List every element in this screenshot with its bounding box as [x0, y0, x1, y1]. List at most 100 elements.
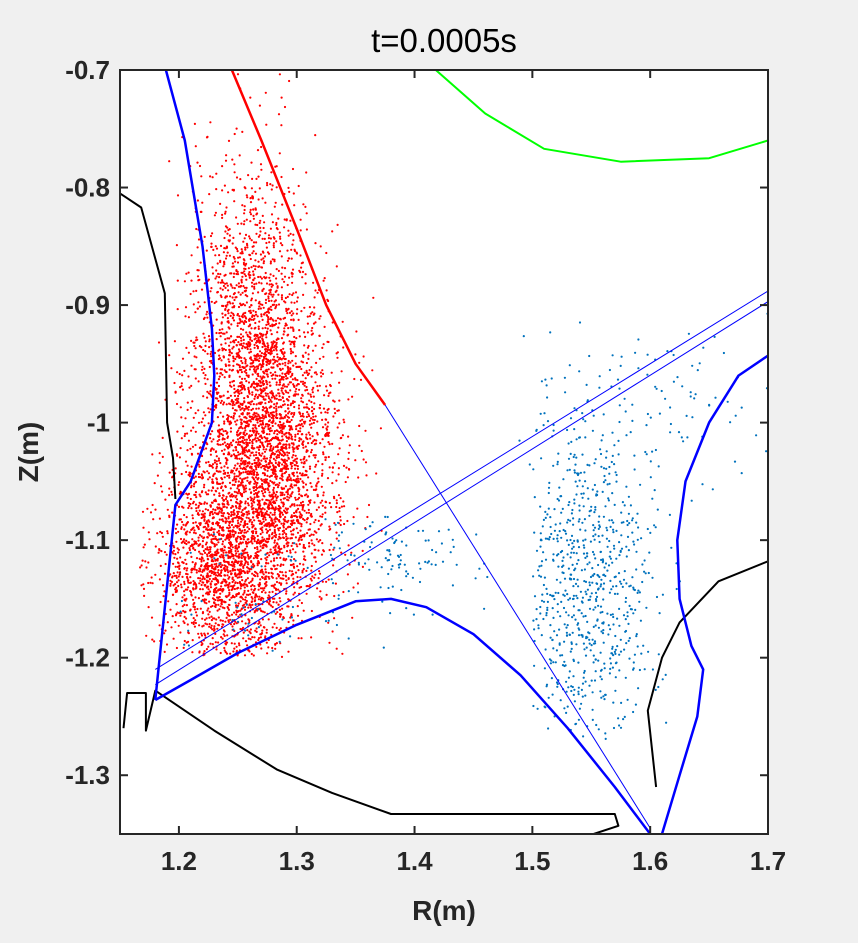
red-particles-point: [253, 496, 256, 499]
red-particles-point: [252, 486, 255, 489]
red-particles-point: [245, 194, 248, 197]
red-particles-point: [294, 362, 297, 365]
red-particles-point: [190, 429, 193, 432]
red-particles-point: [225, 495, 228, 498]
red-particles-point: [241, 509, 244, 512]
red-particles-point: [205, 249, 208, 252]
red-particles-point: [295, 478, 298, 481]
red-particles-point: [305, 171, 308, 174]
red-particles-point: [288, 420, 291, 424]
red-particles-point: [307, 503, 310, 506]
red-particles-point: [226, 232, 229, 235]
red-particles-point: [269, 439, 273, 442]
red-particles-point: [203, 483, 206, 486]
red-particles-point: [278, 464, 281, 468]
red-particles-point: [224, 521, 227, 524]
red-particles-point: [237, 542, 241, 546]
red-particles-point: [282, 342, 285, 345]
red-particles-point: [241, 412, 244, 415]
red-particles-point: [215, 463, 218, 466]
red-particles-point: [300, 461, 303, 464]
red-particles-point: [253, 283, 256, 286]
red-particles-point: [228, 598, 231, 602]
red-particles-point: [251, 572, 254, 575]
red-particles-point: [258, 379, 261, 382]
red-particles-point: [228, 526, 232, 529]
red-particles-point: [215, 247, 219, 250]
red-particles-point: [210, 300, 213, 303]
red-particles-point: [244, 468, 247, 471]
red-particles-point: [262, 313, 265, 316]
red-particles-point: [262, 380, 265, 383]
red-particles-point: [308, 306, 311, 309]
red-particles-point: [331, 442, 334, 445]
red-particles-point: [194, 377, 197, 380]
red-particles-point: [335, 537, 338, 540]
red-particles-point: [204, 548, 207, 551]
red-particles-point: [209, 453, 212, 456]
red-particles-point: [151, 503, 154, 507]
red-particles-point: [262, 262, 265, 265]
red-particles-point: [270, 575, 273, 578]
red-particles-point: [321, 346, 324, 349]
red-particles-point: [230, 596, 233, 599]
red-particles-point: [145, 566, 148, 569]
red-particles-point: [254, 357, 257, 361]
red-particles-point: [254, 190, 257, 193]
red-particles-point: [235, 423, 238, 426]
red-particles-point: [248, 619, 251, 622]
red-particles-point: [242, 626, 245, 629]
red-particles-point: [241, 377, 244, 380]
red-particles-point: [319, 315, 322, 318]
red-particles-point: [298, 488, 301, 491]
red-particles-point: [261, 546, 264, 550]
red-particles-point: [204, 508, 207, 511]
red-particles-point: [161, 535, 164, 538]
red-particles-point: [248, 462, 251, 465]
red-particles-point: [239, 542, 242, 545]
red-particles-point: [224, 485, 227, 488]
red-particles-point: [286, 507, 290, 510]
red-particles-point: [228, 446, 231, 449]
red-particles-point: [252, 563, 255, 566]
red-particles-point: [280, 511, 284, 514]
red-particles-point: [222, 498, 225, 502]
red-particles-point: [193, 529, 196, 532]
red-particles-point: [271, 184, 274, 187]
red-particles-point: [240, 339, 243, 342]
red-particles-point: [217, 581, 220, 584]
red-particles-point: [249, 213, 253, 216]
red-particles-point: [274, 201, 277, 204]
red-particles-point: [251, 537, 254, 540]
red-particles-point: [294, 458, 297, 461]
red-particles-point: [277, 406, 280, 409]
red-particles-point: [244, 233, 248, 236]
red-particles-point: [194, 311, 197, 314]
red-particles-point: [172, 637, 175, 640]
red-particles-point: [267, 503, 270, 506]
red-particles-point: [250, 239, 253, 242]
red-particles-point: [241, 250, 244, 253]
red-particles-point: [239, 425, 243, 428]
red-particles-point: [283, 467, 286, 470]
red-particles-point: [287, 368, 290, 372]
red-particles-point: [259, 368, 263, 371]
red-particles-point: [262, 306, 265, 309]
red-particles-point: [213, 351, 217, 355]
red-particles-point: [279, 469, 282, 472]
red-particles-point: [212, 516, 215, 519]
red-particles-point: [213, 214, 216, 217]
red-particles-point: [275, 186, 278, 189]
red-particles-point: [222, 505, 225, 509]
red-particles-point: [298, 599, 301, 602]
red-particles-point: [194, 430, 197, 433]
red-particles-point: [302, 543, 305, 547]
red-particles-point: [227, 139, 231, 142]
red-particles-point: [275, 477, 278, 480]
red-particles-point: [193, 122, 196, 125]
red-particles-point: [220, 511, 223, 514]
red-particles-point: [245, 487, 248, 490]
red-particles-point: [237, 282, 240, 285]
red-particles-point: [273, 323, 276, 327]
red-particles-point: [255, 333, 258, 336]
